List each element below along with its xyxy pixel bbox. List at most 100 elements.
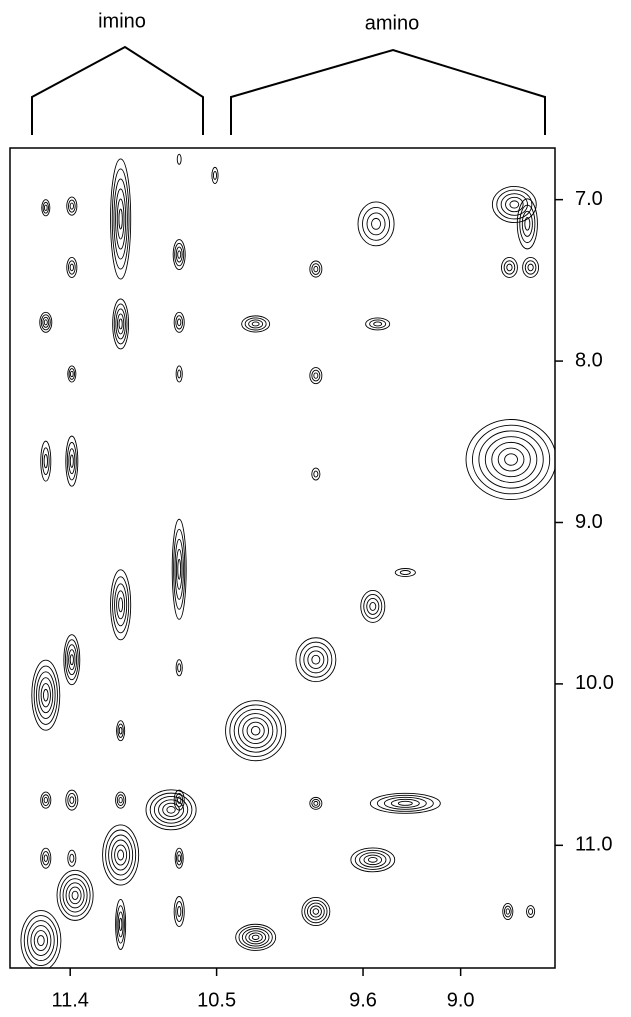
contour-ring	[116, 794, 125, 806]
contour-ring	[307, 902, 325, 921]
contour-ring	[516, 198, 538, 250]
contour-ring	[117, 723, 124, 738]
contour-ring	[354, 849, 391, 870]
contour-ring	[166, 806, 176, 814]
contour-ring	[36, 671, 56, 720]
contour-ring	[175, 901, 184, 922]
y-tick-label: 11.0	[575, 834, 612, 856]
contour-ring	[116, 198, 125, 240]
contour-ring	[116, 905, 125, 944]
contour-ring	[522, 256, 540, 278]
contour-ring	[62, 878, 88, 913]
x-tick-label: 11.4	[51, 989, 88, 1011]
contour-ring	[118, 917, 123, 932]
contour-ring	[117, 911, 124, 938]
contour-ring	[242, 717, 270, 745]
contour-ring	[177, 369, 182, 379]
plot-frame	[9, 147, 556, 969]
contour-ring	[362, 206, 391, 241]
contour-ring	[118, 726, 123, 735]
contour-ring	[114, 844, 128, 866]
contour-ring	[43, 204, 48, 211]
contour-ring	[108, 834, 134, 876]
contour-ring	[176, 851, 183, 866]
contour-ring	[390, 798, 420, 808]
contour-ring	[69, 853, 75, 863]
contour-ring	[68, 368, 75, 380]
contour-ring	[369, 319, 387, 329]
contour-ring	[528, 908, 534, 915]
contour-ring	[69, 796, 75, 804]
contour-ring	[312, 908, 320, 915]
contour-ring	[162, 802, 180, 817]
contour-ring	[235, 923, 277, 951]
contour-ring	[245, 930, 267, 945]
contour-ring	[173, 311, 185, 333]
contour-ring	[114, 583, 128, 627]
contour-ring	[66, 196, 78, 216]
contour-ring	[301, 897, 331, 926]
contour-ring	[246, 721, 265, 740]
contour-ring	[173, 528, 186, 610]
contour-ring	[41, 199, 51, 217]
contour-ring	[177, 250, 182, 259]
contour-ring	[38, 677, 54, 714]
contour-ring	[153, 796, 189, 824]
contour-ring	[43, 796, 48, 804]
contour-ring	[69, 263, 74, 272]
contour-ring	[491, 185, 537, 224]
contour-ring	[68, 649, 76, 671]
contour-ring	[248, 319, 264, 329]
contour-ring	[43, 854, 48, 863]
contour-ring	[369, 601, 377, 611]
contour-ring	[309, 260, 323, 278]
contour-ring	[39, 311, 53, 333]
contour-ring	[521, 210, 533, 237]
contour-ring	[311, 467, 321, 481]
contour-ring	[66, 441, 77, 481]
contour-ring	[23, 915, 59, 967]
contour-ring	[31, 659, 61, 731]
contour-ring	[526, 905, 536, 918]
contour-ring	[65, 882, 85, 909]
contour-ring	[70, 370, 74, 378]
contour-ring	[40, 791, 52, 809]
contour-ring	[394, 568, 416, 578]
contour-ring	[111, 839, 131, 871]
contour-ring	[115, 308, 126, 340]
contour-ring	[69, 202, 74, 210]
contour-ring	[311, 263, 321, 275]
contour-ring	[172, 239, 186, 270]
contour-ring	[68, 199, 76, 213]
contour-ring	[313, 265, 319, 273]
y-tick-label: 8.0	[575, 349, 603, 371]
contour-ring	[68, 886, 82, 905]
contour-ring	[105, 829, 137, 881]
contour-ring	[376, 794, 434, 812]
contour-ring	[30, 925, 52, 957]
contour-ring	[509, 200, 520, 209]
contour-ring	[66, 644, 78, 676]
contour-ring	[303, 646, 329, 674]
x-tick-label: 9.6	[349, 989, 377, 1011]
contour-ring	[40, 683, 51, 708]
contour-ring	[116, 313, 125, 335]
contour-ring	[174, 847, 184, 869]
contour-ring	[63, 634, 81, 686]
contour-ring	[471, 424, 551, 495]
contour-ring	[233, 708, 278, 753]
contour-ring	[505, 908, 510, 915]
contour-ring	[497, 447, 525, 472]
contour-ring	[504, 453, 518, 466]
contour-ring	[176, 153, 182, 165]
contour-ring	[211, 166, 219, 184]
contour-ring	[251, 321, 260, 327]
contour-ring	[102, 824, 140, 886]
contour-ring	[527, 263, 534, 272]
contour-ring	[56, 869, 94, 921]
contour-ring	[248, 932, 263, 943]
contour-ring	[500, 193, 528, 216]
contour-ring	[110, 569, 132, 641]
contour-ring	[64, 639, 79, 681]
